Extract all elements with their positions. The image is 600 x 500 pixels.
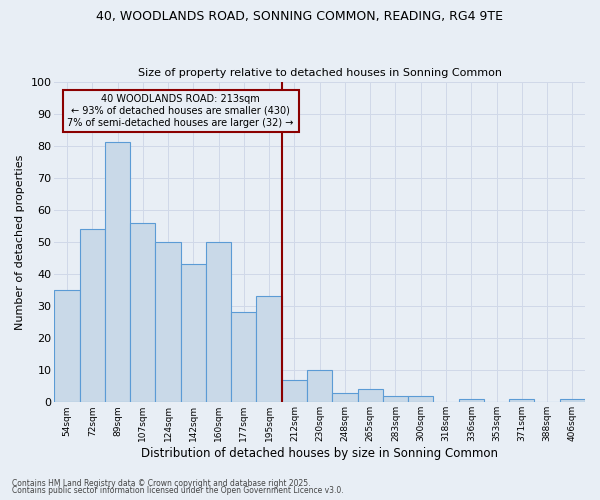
Text: Contains HM Land Registry data © Crown copyright and database right 2025.: Contains HM Land Registry data © Crown c… <box>12 478 311 488</box>
Bar <box>55 290 80 403</box>
Bar <box>206 242 231 402</box>
Bar <box>332 392 358 402</box>
Bar <box>458 399 484 402</box>
Text: 40, WOODLANDS ROAD, SONNING COMMON, READING, RG4 9TE: 40, WOODLANDS ROAD, SONNING COMMON, READ… <box>97 10 503 23</box>
Bar <box>181 264 206 402</box>
Bar <box>256 296 282 403</box>
Bar <box>105 142 130 402</box>
Bar <box>408 396 433 402</box>
Bar <box>130 222 155 402</box>
Bar <box>80 229 105 402</box>
Title: Size of property relative to detached houses in Sonning Common: Size of property relative to detached ho… <box>137 68 502 78</box>
Text: 40 WOODLANDS ROAD: 213sqm
← 93% of detached houses are smaller (430)
7% of semi-: 40 WOODLANDS ROAD: 213sqm ← 93% of detac… <box>67 94 294 128</box>
Bar <box>231 312 256 402</box>
Y-axis label: Number of detached properties: Number of detached properties <box>15 154 25 330</box>
Bar <box>358 390 383 402</box>
Bar <box>383 396 408 402</box>
Text: Contains public sector information licensed under the Open Government Licence v3: Contains public sector information licen… <box>12 486 344 495</box>
Bar <box>282 380 307 402</box>
X-axis label: Distribution of detached houses by size in Sonning Common: Distribution of detached houses by size … <box>141 447 498 460</box>
Bar <box>155 242 181 402</box>
Bar <box>509 399 535 402</box>
Bar <box>307 370 332 402</box>
Bar <box>560 399 585 402</box>
